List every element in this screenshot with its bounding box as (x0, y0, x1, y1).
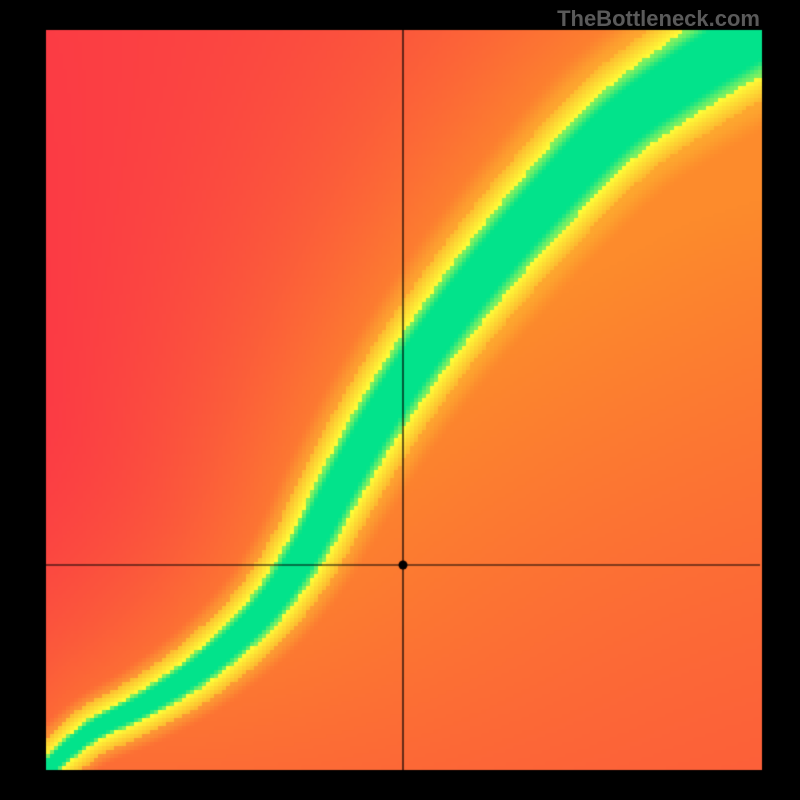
watermark-text: TheBottleneck.com (557, 6, 760, 32)
bottleneck-heatmap (0, 0, 800, 800)
